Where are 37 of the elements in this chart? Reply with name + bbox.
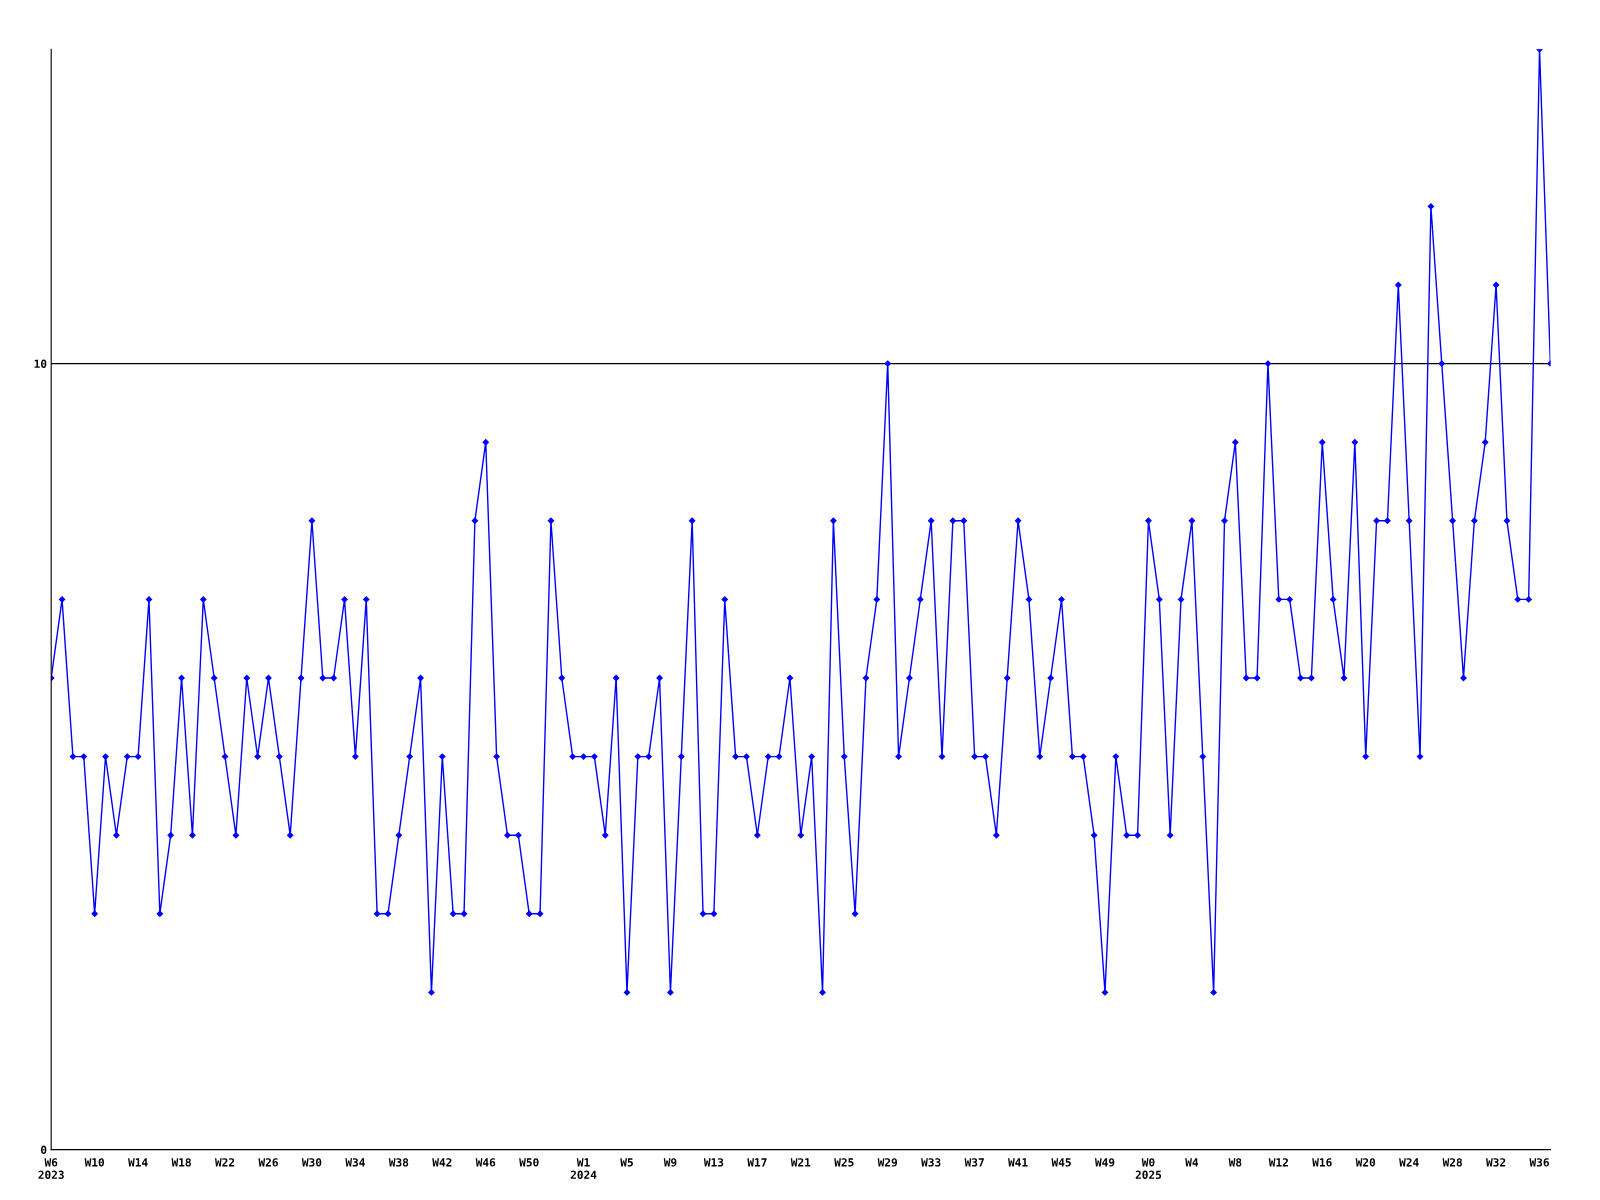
x-tick-label: W24	[1399, 1158, 1419, 1167]
x-tick-label: W17	[747, 1158, 767, 1167]
x-tick-label: W20	[1355, 1158, 1376, 1167]
x-tick-label: W14	[128, 1158, 148, 1167]
y-tick-label: 0	[41, 1145, 47, 1154]
x-tick-label: W25	[834, 1158, 854, 1167]
x-tick-label: W6 2023	[38, 1158, 64, 1179]
x-tick-label: W29	[877, 1158, 898, 1167]
x-tick-label: W9	[663, 1158, 677, 1167]
x-tick-label: W10	[84, 1158, 105, 1167]
x-tick-label: W5	[620, 1158, 633, 1167]
x-tick-label: W32	[1486, 1158, 1506, 1167]
x-tick-label: W38	[388, 1158, 409, 1167]
x-tick-label: W33	[921, 1158, 941, 1167]
x-tick-label: W4	[1185, 1158, 1199, 1167]
x-tick-label: W42	[432, 1158, 452, 1167]
x-tick-label: W37	[964, 1158, 984, 1167]
x-tick-label: W45	[1051, 1158, 1071, 1167]
y-tick-label: 10	[34, 359, 47, 368]
x-tick-label: W49	[1094, 1158, 1115, 1167]
x-tick-label: W46	[475, 1158, 496, 1167]
x-tick-label: W1 2024	[570, 1158, 597, 1179]
x-tick-label: W28	[1442, 1158, 1462, 1167]
x-tick-label: W12	[1268, 1158, 1288, 1167]
x-tick-label: W22	[214, 1158, 235, 1167]
x-tick-label: W0 2025	[1135, 1158, 1162, 1179]
x-tick-label: W30	[301, 1158, 322, 1167]
x-tick-label: W16	[1312, 1158, 1332, 1167]
x-tick-label: W13	[703, 1158, 724, 1167]
x-tick-label: W21	[790, 1158, 811, 1167]
x-tick-label: W26	[258, 1158, 278, 1167]
x-tick-label: W18	[171, 1158, 191, 1167]
x-tick-label: W36	[1529, 1158, 1549, 1167]
x-tick-label: W41	[1008, 1158, 1028, 1167]
x-tick-label: W8	[1228, 1158, 1242, 1167]
x-tick-label: W50	[519, 1158, 539, 1167]
x-tick-label: W34	[345, 1158, 365, 1167]
